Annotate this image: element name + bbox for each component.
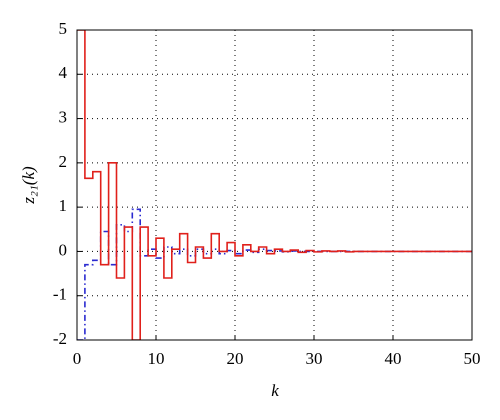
x-tick-label: 50 [464,349,481,368]
x-tick-label: 30 [306,349,323,368]
y-tick-label: 2 [59,152,68,171]
plot-area [77,30,472,340]
plot-frame [76,29,473,341]
x-tick-label: 0 [73,349,82,368]
series-line [77,208,472,340]
x-axis-label: k [271,381,279,400]
grid [76,29,473,341]
x-tick-label: 10 [148,349,165,368]
y-tick-label: 1 [59,196,68,215]
y-axis-label: z₂₁(k) [19,166,38,205]
y-tick-label: 3 [59,107,68,126]
y-tick-label: 4 [59,63,68,82]
y-tick-label: -1 [53,285,67,304]
y-tick-label: 0 [59,240,68,259]
y-tick-label: 5 [59,19,68,38]
x-tick-label: 40 [385,349,402,368]
series-line [77,30,472,340]
x-tick-label: 20 [227,349,244,368]
y-tick-label: -2 [53,329,67,348]
